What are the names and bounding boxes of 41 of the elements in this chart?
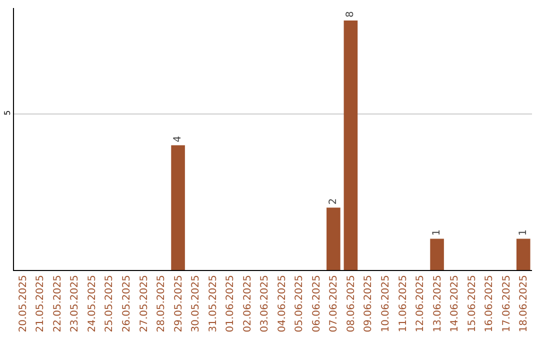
x-tick-label: 10.06.2025 xyxy=(380,275,392,332)
x-tick-label: 24.05.2025 xyxy=(86,275,98,332)
x-tick-label: 13.06.2025 xyxy=(432,275,444,332)
x-tick-label: 09.06.2025 xyxy=(363,275,374,332)
data-label: 1 xyxy=(432,229,443,236)
x-tick-label: 29.05.2025 xyxy=(173,275,184,332)
x-tick-label: 06.06.2025 xyxy=(311,275,322,332)
x-tick-label: 21.05.2025 xyxy=(35,275,46,332)
data-label: 1 xyxy=(518,229,529,236)
x-tick-label: 14.06.2025 xyxy=(450,275,461,332)
x-tick-label: 07.06.2025 xyxy=(328,275,340,332)
x-tick-label: 15.06.2025 xyxy=(466,275,478,332)
x-tick-label: 11.06.2025 xyxy=(398,275,409,332)
x-tick-label: 12.06.2025 xyxy=(415,275,426,332)
x-tick-label: 28.05.2025 xyxy=(156,275,168,332)
x-tick-label: 31.05.2025 xyxy=(208,275,219,332)
data-label: 2 xyxy=(328,198,339,205)
x-tick-label: 22.05.2025 xyxy=(52,275,64,332)
bar xyxy=(171,145,185,270)
x-tick-label: 26.05.2025 xyxy=(121,275,132,332)
bar xyxy=(516,238,530,270)
bar xyxy=(326,208,340,270)
y-tick-label: 5 xyxy=(2,110,12,116)
data-label: 4 xyxy=(172,136,184,142)
bar xyxy=(344,20,358,270)
x-tick-label: 18.06.2025 xyxy=(518,275,530,332)
x-tick-label: 16.06.2025 xyxy=(484,275,496,332)
x-tick-label: 03.06.2025 xyxy=(260,275,271,332)
x-tick-label: 08.06.2025 xyxy=(346,275,357,332)
x-tick-label: 20.05.2025 xyxy=(18,275,29,332)
x-tick-label: 27.05.2025 xyxy=(138,275,150,332)
x-tick-label: 17.06.2025 xyxy=(501,275,512,332)
x-tick-label: 30.05.2025 xyxy=(190,275,202,332)
bar xyxy=(430,238,444,270)
x-tick-label: 25.05.2025 xyxy=(104,275,116,332)
x-tick-label: 23.05.2025 xyxy=(70,275,81,332)
x-tick-label: 01.06.2025 xyxy=(225,275,236,332)
x-tick-label: 04.06.2025 xyxy=(276,275,288,332)
data-label: 8 xyxy=(345,11,356,18)
x-tick-label: 02.06.2025 xyxy=(242,275,254,332)
x-tick-label: 05.06.2025 xyxy=(294,275,306,332)
